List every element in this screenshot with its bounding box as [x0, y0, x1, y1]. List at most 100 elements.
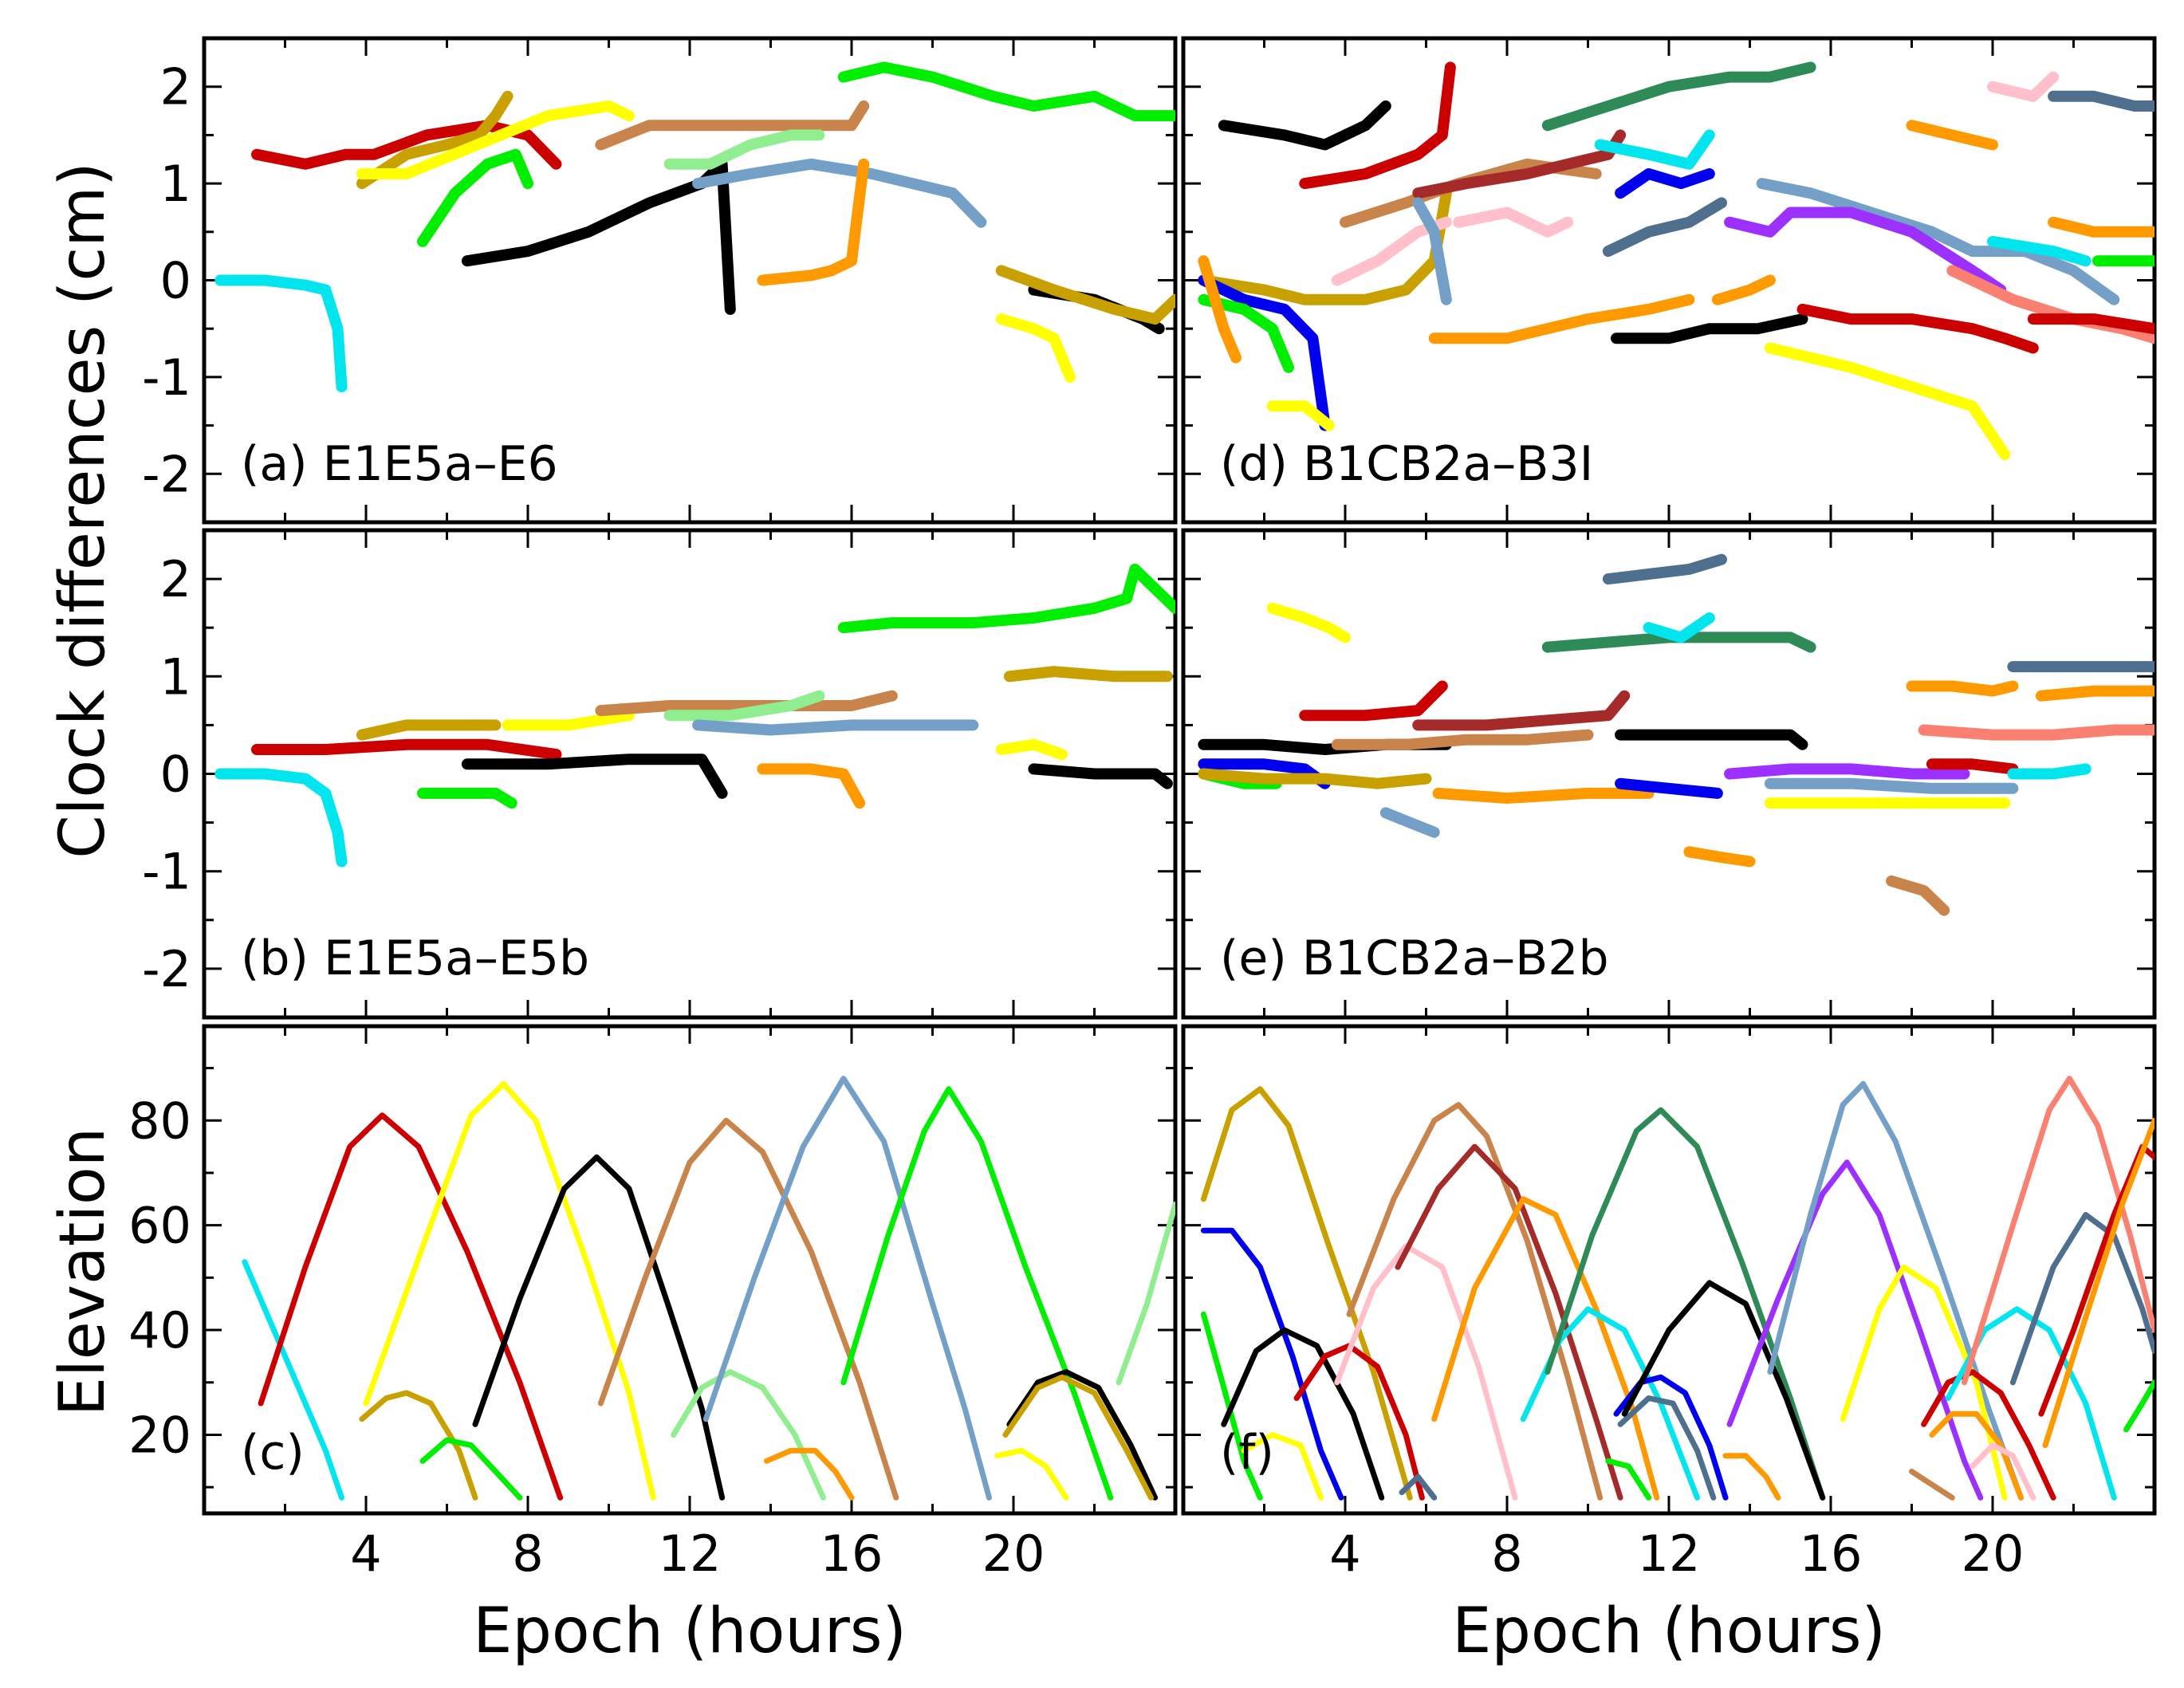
panel-d-point [2029, 344, 2037, 352]
panel-d-series-5 [1266, 400, 1335, 431]
panel-c-series-7 [671, 1369, 826, 1501]
panel-a-series-0 [214, 274, 348, 392]
panel-d-series-19 [1724, 207, 2007, 296]
panel-a-point [503, 92, 512, 100]
panel-a-series-10 [837, 61, 1175, 122]
panel-a-point [977, 218, 986, 226]
panel-d-series-18 [1756, 178, 2120, 305]
panel-f-series-28 [2038, 1143, 2154, 1417]
panel-d-point [1231, 353, 1240, 362]
panel-e-point [1620, 691, 1629, 700]
panel-b-series-6 [595, 690, 898, 717]
panel-d-point [2151, 101, 2154, 110]
panel-d-point [2151, 334, 2154, 343]
panel-d-point [1442, 218, 1450, 226]
panel-c-series-10 [840, 1086, 1114, 1501]
panel-a-series-6 [595, 100, 870, 151]
y-tick-label: 2 [160, 58, 191, 116]
panel-e-series-10 [1602, 553, 1727, 585]
panel-a-series-3 [356, 100, 635, 179]
y-tick-label: 0 [160, 252, 191, 310]
panel-b-point [815, 691, 824, 700]
panel-e-series-15 [1683, 846, 1756, 868]
panel-a-point [726, 305, 734, 313]
panel-e-point [1798, 740, 1807, 749]
axis-tick-labels: 2 1 0 -1 -2 2 1 0 -1 -2 80 60 40 20 4 8 12 16 20 4 8 12 16 20 [128, 58, 2024, 1583]
panel-d-series-16 [1602, 197, 1727, 258]
panel-d-point [2110, 295, 2119, 304]
y-tick-label: -1 [142, 843, 191, 901]
panel-d-point [1717, 199, 1726, 207]
panel-d-series-21 [1711, 274, 1776, 305]
panel-f-series-29 [2042, 1117, 2154, 1449]
panel-f-series-9 [1395, 1143, 1623, 1501]
panel-a-point [1155, 325, 1163, 333]
panel-d-series-10 [1412, 197, 1452, 305]
panel-e-series-8 [1379, 807, 1440, 838]
panel-d-series-2 [1198, 187, 1452, 305]
panel-c-series-5 [472, 1154, 726, 1501]
panel-f-plot [1200, 1076, 2154, 1501]
panel-e-point [1745, 857, 1754, 866]
panel-b-point [718, 789, 726, 797]
panel-a-point [624, 112, 633, 120]
panel-e-point [1341, 633, 1349, 642]
data-series [214, 61, 2154, 1501]
y-tick-label: 1 [160, 155, 191, 213]
panel-d-series-15 [1615, 168, 1715, 199]
axis-ticks [204, 38, 2154, 1513]
panel-e-point [1717, 555, 1726, 564]
panel-f-series-20 [1840, 1264, 2008, 1501]
panel-e-point [1705, 613, 1714, 622]
panel-d-point [1592, 169, 1600, 178]
x-tick-label: 16 [820, 1525, 883, 1583]
panel-e-series-22 [1918, 724, 2154, 741]
panel-c-series-12 [1006, 1369, 1159, 1501]
panel-b-point [1163, 779, 1171, 788]
panel-d-series-29 [2027, 313, 2154, 335]
panel-f-frame [1181, 1024, 2157, 1516]
y-tick-label: -2 [142, 445, 191, 503]
panel-e-series-9 [1432, 787, 1655, 804]
y-tick-label: 80 [128, 1092, 191, 1150]
panel-c-series-6 [597, 1117, 899, 1501]
x-tick-label: 8 [1491, 1525, 1522, 1583]
panel-b-series-12 [995, 738, 1068, 761]
panel-c-series-9 [763, 1447, 855, 1501]
panel-d-point [1705, 131, 1714, 140]
panel-a-point [337, 383, 346, 392]
panel-d-series-27 [2048, 90, 2154, 112]
y-tick-label: 0 [160, 746, 191, 804]
panel-f-series-22 [1921, 1369, 2056, 1501]
panel-d-series-14 [1428, 293, 1695, 344]
x-axis-label-left: Epoch (hours) [473, 1596, 907, 1667]
panel-d-label: (d) B1CB2a–B3I [1220, 436, 1593, 492]
x-tick-label: 4 [1329, 1525, 1360, 1583]
y-axis-label-clock: Clock differences (cm) [47, 162, 119, 858]
panel-b-series-9 [757, 763, 866, 809]
panel-a-point [860, 159, 868, 168]
panel-b-label: (b) E1E5a–E5b [241, 931, 589, 986]
panel-e-series-6 [1331, 729, 1594, 750]
panel-a-label: (a) E1E5a–E6 [241, 436, 558, 492]
y-tick-label: 20 [128, 1406, 191, 1464]
panel-d-series-20 [1764, 342, 2011, 460]
panel-e-series-25 [2035, 685, 2154, 702]
panel-a-series-11 [995, 313, 1076, 383]
y-axis-label-elevation: Elevation [47, 1127, 119, 1416]
panel-b-plot [214, 563, 1175, 868]
panel-d-point [1765, 276, 1774, 285]
panel-a-series-1 [251, 120, 562, 170]
panel-b-series-2 [356, 719, 502, 741]
panel-d-point [2049, 73, 2058, 81]
panel-a-plot [214, 61, 1175, 392]
panel-d-point [1705, 169, 1714, 178]
y-tick-label: -2 [142, 940, 191, 998]
panel-d-series-13 [1594, 129, 1715, 170]
panel-c-frame [202, 1024, 1178, 1516]
panel-f-series-26 [1962, 1076, 2154, 1386]
panel-f-series-19 [1767, 1080, 2024, 1501]
panel-d-point [1685, 295, 1694, 304]
panel-f-series-18 [1726, 1159, 1984, 1501]
panel-b-point [887, 691, 896, 700]
